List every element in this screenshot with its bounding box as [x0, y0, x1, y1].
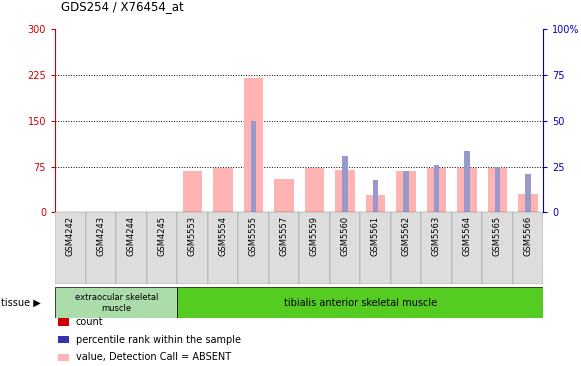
Bar	[403, 171, 408, 212]
Bar	[238, 212, 269, 284]
Bar	[299, 212, 330, 284]
Bar	[182, 171, 202, 212]
Text: GSM5565: GSM5565	[493, 216, 502, 256]
Text: GSM5553: GSM5553	[188, 216, 197, 256]
Bar	[274, 179, 294, 212]
Bar	[330, 212, 360, 284]
Text: GDS254 / X76454_at: GDS254 / X76454_at	[61, 0, 184, 13]
Bar	[335, 169, 355, 212]
Bar	[421, 212, 452, 284]
Text: GSM5559: GSM5559	[310, 216, 319, 256]
Text: GSM5555: GSM5555	[249, 216, 258, 256]
Bar	[391, 212, 421, 284]
Bar	[116, 212, 147, 284]
Bar	[86, 212, 116, 284]
Bar	[213, 168, 233, 212]
Text: value, Detection Call = ABSENT: value, Detection Call = ABSENT	[76, 352, 231, 362]
Bar	[55, 212, 86, 284]
Text: extraocular skeletal
muscle: extraocular skeletal muscle	[74, 293, 158, 313]
Bar	[269, 212, 299, 284]
Text: GSM5563: GSM5563	[432, 216, 441, 256]
Bar	[243, 78, 263, 212]
Bar	[495, 167, 500, 212]
Text: GSM5554: GSM5554	[218, 216, 227, 256]
Bar	[482, 212, 513, 284]
Text: GSM5560: GSM5560	[340, 216, 349, 256]
Bar	[365, 195, 385, 212]
Bar	[208, 212, 238, 284]
Text: GSM4245: GSM4245	[157, 216, 166, 256]
Bar	[434, 165, 439, 212]
Text: GSM4242: GSM4242	[66, 216, 75, 256]
Bar	[177, 287, 543, 318]
Text: GSM4243: GSM4243	[96, 216, 105, 256]
Bar	[426, 168, 446, 212]
Text: GSM5564: GSM5564	[462, 216, 471, 256]
Bar	[147, 212, 177, 284]
Text: GSM5566: GSM5566	[523, 216, 532, 256]
Bar	[464, 151, 469, 212]
Bar	[177, 212, 208, 284]
Bar	[251, 121, 256, 212]
Bar	[452, 212, 482, 284]
Bar	[487, 168, 507, 212]
Text: GSM5562: GSM5562	[401, 216, 410, 256]
Bar	[457, 168, 477, 212]
Text: GSM5561: GSM5561	[371, 216, 380, 256]
Bar	[512, 212, 543, 284]
Bar	[360, 212, 391, 284]
Text: GSM4244: GSM4244	[127, 216, 136, 256]
Text: tissue ▶: tissue ▶	[1, 298, 41, 308]
Text: percentile rank within the sample: percentile rank within the sample	[76, 335, 241, 345]
Text: tibialis anterior skeletal muscle: tibialis anterior skeletal muscle	[284, 298, 437, 308]
Bar	[396, 171, 416, 212]
Bar	[373, 180, 378, 212]
Bar	[525, 175, 530, 212]
Bar	[304, 168, 324, 212]
Bar	[518, 194, 538, 212]
Text: count: count	[76, 317, 103, 327]
Bar	[342, 156, 347, 212]
Bar	[55, 287, 177, 318]
Text: GSM5557: GSM5557	[279, 216, 288, 256]
